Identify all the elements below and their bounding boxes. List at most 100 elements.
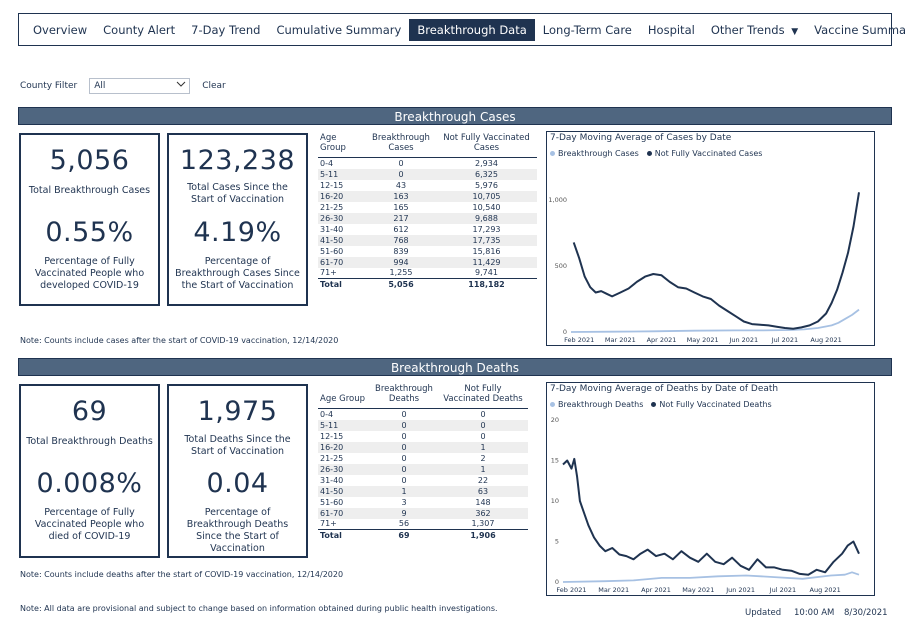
county-filter-bar: County Filter All Clear (20, 78, 226, 94)
deaths-age-table: Age Group Breakthrough Deaths Not Fully … (318, 384, 528, 541)
table-row: 12-15 43 5,976 (318, 180, 537, 191)
table-cell: 26-30 (318, 212, 366, 224)
tab-hospital[interactable]: Hospital (647, 22, 695, 37)
x-tick-label: Mar 2021 (598, 586, 629, 594)
table-cell: 10,705 (436, 190, 537, 202)
table-cell: 163 (366, 190, 436, 202)
kpi-percent-label: Percentage of Fully Vaccinated People wh… (34, 256, 145, 291)
table-cell: 0 (480, 409, 486, 419)
table-cell: 56 (398, 519, 410, 529)
table-cell: 362 (438, 507, 528, 519)
county-filter-select[interactable]: All (89, 78, 191, 94)
table-cell: 0 (480, 431, 486, 441)
chart-legend: Breakthrough Deaths Not Fully Vaccinated… (550, 400, 772, 409)
clear-filter-button[interactable]: Clear (202, 81, 226, 91)
tab-vaccine-summary[interactable]: Vaccine Summary (814, 22, 907, 37)
table-cell: 41-50 (318, 234, 366, 246)
y-tick-label: 1,000 (548, 196, 567, 204)
tab-breakthrough-data[interactable]: Breakthrough Data (409, 18, 535, 41)
tab-other-trends[interactable]: Other Trends ▼ (703, 19, 806, 41)
table-cell: 0 (370, 441, 438, 453)
tab-county-alert[interactable]: County Alert (103, 22, 176, 37)
table-row: 61-70 994 11,429 (318, 256, 537, 268)
table-cell: 994 (366, 256, 436, 268)
table-row: 26-30 0 1 (318, 463, 528, 475)
series-line-not-fully-vaccinated (562, 457, 860, 576)
cases-chart: 7-Day Moving Average of Cases by Date Br… (546, 131, 875, 346)
table-cell: 41-50 (318, 485, 370, 497)
kpi-label: Total Breakthrough Deaths (26, 436, 153, 447)
tab-overview[interactable]: Overview (33, 22, 88, 37)
table-cell: 0 (401, 453, 407, 463)
table-cell: 1 (438, 441, 528, 453)
tab-cumulative-summary[interactable]: Cumulative Summary (276, 22, 402, 37)
table-cell: 0 (366, 168, 436, 180)
legend-dot-icon (550, 402, 555, 407)
table-row: 31-40 612 17,293 (318, 224, 537, 235)
y-tick-label: 10 (551, 497, 559, 505)
table-cell: 0-4 (320, 158, 334, 168)
table-cell: 9,688 (436, 212, 537, 224)
legend-label: Breakthrough Deaths (558, 400, 644, 409)
table-row: 41-50 1 63 (318, 485, 528, 497)
table-row: 21-25 0 2 (318, 453, 528, 464)
table-cell: 71+ (320, 519, 337, 529)
table-total-row: Total 5,056 118,182 (318, 278, 537, 290)
tab-7-day-trend[interactable]: 7-Day Trend (191, 22, 261, 37)
kpi-total-deaths-since-vaccination: 1,975 Total Deaths Since the Start of Va… (167, 384, 308, 558)
top-navigation: Overview County Alert 7-Day Trend Cumula… (18, 13, 907, 46)
table-cell: 165 (393, 202, 409, 212)
series-line-not-fully-vaccinated (572, 192, 860, 330)
table-row: 51-60 839 15,816 (318, 246, 537, 257)
table-cell: 69 (370, 529, 438, 541)
table-cell: 61-70 (318, 507, 370, 519)
table-cell: 9,741 (475, 268, 498, 278)
updated-time: 10:00 AM (794, 608, 835, 618)
col-header: Not Fully Vaccinated Cases (436, 133, 537, 158)
table-row: 0-4 0 2,934 (318, 158, 537, 169)
table-cell: 63 (438, 485, 528, 497)
y-tick-label: 0 (555, 578, 559, 586)
y-tick-label: 500 (555, 262, 567, 270)
x-tick-label: Aug 2021 (810, 586, 841, 594)
x-tick-label: Feb 2021 (556, 586, 586, 594)
y-tick-label: 15 (551, 457, 559, 465)
table-cell: 15,816 (472, 246, 501, 256)
series-line-breakthrough (562, 571, 860, 583)
table-cell: 61-70 (318, 256, 366, 268)
table-cell: 12-15 (320, 180, 344, 190)
kpi-label: Total Cases Since the Start of Vaccinati… (187, 182, 288, 205)
table-cell: 71+ (320, 268, 337, 278)
kpi-label: Total Deaths Since the Start of Vaccinat… (184, 434, 291, 457)
table-cell: 612 (393, 224, 409, 234)
table-cell: 1,906 (438, 529, 528, 541)
kpi-percent-label: Percentage of Breakthrough Deaths Since … (186, 507, 289, 554)
x-tick-label: Apr 2021 (647, 336, 677, 344)
kpi-percent: 0.55% (45, 217, 134, 248)
chart-legend: Breakthrough Cases Not Fully Vaccinated … (550, 149, 762, 158)
tab-other-trends-label: Other Trends (710, 22, 785, 37)
table-cell: 118,182 (436, 278, 537, 290)
kpi-percent-label: Percentage of Breakthrough Cases Since t… (175, 256, 300, 291)
table-cell: 0 (370, 419, 438, 431)
table-cell: 31-40 (320, 224, 344, 234)
legend-item: Not Fully Vaccinated Deaths (651, 400, 772, 409)
kpi-value: 69 (71, 396, 108, 427)
table-row: 71+ 56 1,307 (318, 519, 528, 530)
kpi-percent-label: Percentage of Fully Vaccinated People wh… (34, 507, 145, 542)
table-cell: 22 (477, 475, 489, 485)
kpi-value: 123,238 (179, 145, 296, 176)
table-cell: 3 (401, 497, 407, 507)
x-tick-label: May 2021 (682, 586, 714, 594)
tab-long-term-care[interactable]: Long-Term Care (542, 22, 632, 37)
table-cell: 17,293 (472, 224, 501, 234)
col-header: Age Group (318, 133, 366, 158)
col-header: Breakthrough Deaths (370, 384, 438, 409)
table-cell: 0 (401, 409, 407, 419)
table-cell: 43 (395, 180, 407, 190)
legend-item: Breakthrough Cases (550, 149, 639, 158)
kpi-label: Total Breakthrough Cases (28, 185, 151, 196)
table-cell: 51-60 (320, 497, 344, 507)
table-cell: 1,255 (389, 268, 413, 278)
kpi-value: 5,056 (49, 145, 130, 176)
